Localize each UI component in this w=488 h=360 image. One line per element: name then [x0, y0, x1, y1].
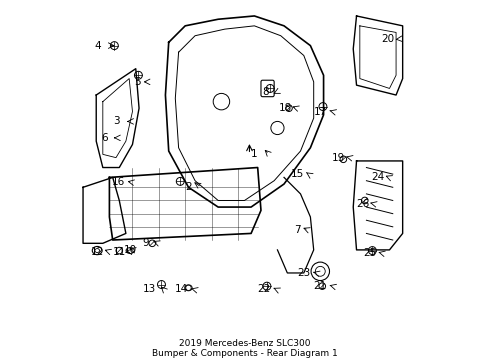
- Text: 26: 26: [355, 199, 368, 209]
- Text: 5: 5: [134, 77, 141, 87]
- Text: 15: 15: [290, 169, 303, 179]
- Text: 2019 Mercedes-Benz SLC300
Bumper & Components - Rear Diagram 1: 2019 Mercedes-Benz SLC300 Bumper & Compo…: [151, 339, 337, 358]
- Text: 25: 25: [363, 248, 376, 258]
- Text: 2: 2: [185, 182, 191, 192]
- Text: 8: 8: [262, 87, 269, 97]
- Text: 21: 21: [313, 281, 326, 291]
- Text: 18: 18: [279, 103, 292, 113]
- Text: 12: 12: [91, 247, 104, 257]
- Text: 11: 11: [112, 247, 125, 257]
- Text: 3: 3: [112, 116, 119, 126]
- Text: 7: 7: [293, 225, 300, 235]
- Text: 23: 23: [297, 268, 310, 278]
- Text: 1: 1: [250, 149, 257, 159]
- Text: 6: 6: [101, 133, 107, 143]
- Text: 4: 4: [94, 41, 101, 51]
- Text: 19: 19: [331, 153, 345, 163]
- Text: 10: 10: [124, 245, 137, 255]
- Text: 14: 14: [175, 284, 188, 294]
- Text: 24: 24: [370, 172, 384, 183]
- Text: 9: 9: [142, 238, 149, 248]
- Text: 20: 20: [381, 34, 394, 44]
- Text: 13: 13: [142, 284, 155, 294]
- Text: 17: 17: [313, 107, 326, 117]
- Text: 22: 22: [257, 284, 270, 294]
- Text: 16: 16: [112, 177, 125, 187]
